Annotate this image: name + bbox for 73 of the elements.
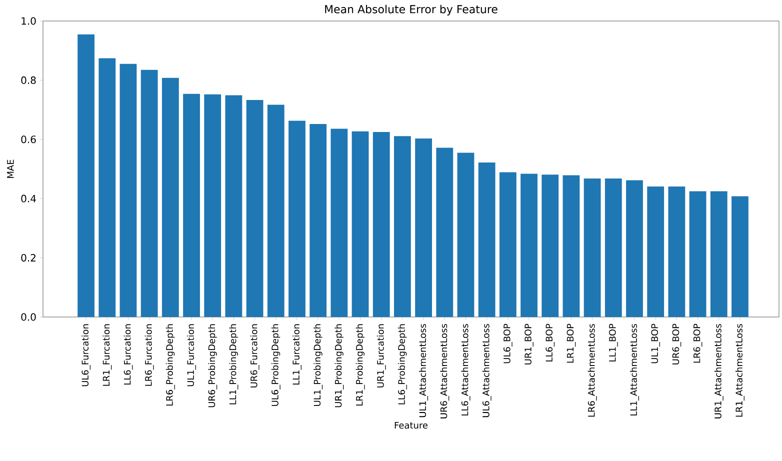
bar bbox=[668, 186, 686, 317]
y-tick-label: 0.6 bbox=[21, 136, 36, 144]
bar bbox=[246, 100, 264, 317]
bar bbox=[120, 64, 137, 317]
x-tick-label: UL6_AttachmentLoss bbox=[482, 324, 492, 418]
x-tick-label: UL6_ProbingDepth bbox=[271, 324, 280, 406]
x-tick-label: UR6_AttachmentLoss bbox=[440, 324, 450, 418]
x-tick-label: UR1_BOP bbox=[524, 324, 534, 364]
bar bbox=[457, 152, 474, 317]
bar bbox=[267, 104, 284, 317]
x-tick-label: LL1_BOP bbox=[609, 324, 618, 362]
x-tick-label: UL1_ProbingDepth bbox=[314, 324, 323, 406]
bar bbox=[689, 191, 706, 317]
x-tick-label: UL1_Furcation bbox=[187, 324, 196, 386]
x-tick-label: UL1_BOP bbox=[651, 324, 660, 364]
x-tick-label: LR6_BOP bbox=[693, 324, 702, 363]
x-tick-label: UR1_Furcation bbox=[376, 324, 386, 388]
bar bbox=[98, 58, 116, 317]
bar bbox=[78, 34, 94, 317]
x-tick-label: LR1_BOP bbox=[566, 324, 576, 363]
x-axis-title: Feature bbox=[394, 422, 428, 429]
bar bbox=[647, 186, 664, 317]
y-tick-label: 1.0 bbox=[22, 17, 36, 25]
bar bbox=[604, 178, 622, 317]
chart-title: Mean Absolute Error by Feature bbox=[325, 4, 498, 16]
bar bbox=[415, 138, 432, 317]
bar bbox=[225, 95, 242, 317]
x-tick-label: LL1_ProbingDepth bbox=[229, 324, 238, 404]
bar bbox=[330, 128, 348, 317]
x-tick-label: UR6_Furcation bbox=[250, 324, 260, 388]
y-tick-label: 0.0 bbox=[21, 313, 36, 321]
y-tick-label: 0.2 bbox=[21, 254, 36, 262]
bar bbox=[140, 70, 158, 317]
x-tick-label: LR6_ProbingDepth bbox=[166, 324, 175, 406]
x-tick-label: LR1_Furcation bbox=[102, 324, 112, 386]
bar bbox=[732, 196, 748, 317]
bar bbox=[352, 131, 369, 317]
x-tick-label: UR1_AttachmentLoss bbox=[714, 324, 724, 418]
bar bbox=[584, 178, 601, 317]
bar bbox=[520, 174, 538, 317]
bar bbox=[183, 94, 200, 317]
bar bbox=[562, 175, 580, 317]
bar bbox=[499, 172, 516, 317]
y-axis-title: MAE bbox=[7, 160, 14, 178]
x-tick-label: UL1_AttachmentLoss bbox=[419, 324, 428, 418]
bar bbox=[310, 124, 327, 317]
x-tick-label: UR6_ProbingDepth bbox=[208, 324, 218, 408]
x-tick-label: LR1_ProbingDepth bbox=[356, 324, 365, 406]
x-tick-label: UL6_Furcation bbox=[82, 324, 91, 386]
x-tick-label: LL1_Furcation bbox=[292, 324, 302, 385]
bar bbox=[372, 132, 390, 317]
x-tick-label: LL6_BOP bbox=[546, 324, 555, 362]
x-tick-label: LL6_Furcation bbox=[124, 324, 133, 385]
y-tick-label: 0.4 bbox=[21, 194, 36, 202]
bar bbox=[394, 136, 411, 317]
bar bbox=[626, 180, 643, 317]
x-tick-label: LR6_Furcation bbox=[144, 324, 154, 386]
x-tick-label: LL1_AttachmentLoss bbox=[630, 324, 639, 416]
x-tick-label: UR6_BOP bbox=[672, 324, 682, 364]
x-tick-label: LL6_AttachmentLoss bbox=[461, 324, 470, 416]
bar bbox=[478, 162, 496, 317]
bar bbox=[288, 120, 306, 317]
x-tick-label: LL6_ProbingDepth bbox=[398, 324, 407, 404]
x-tick-label: UL6_BOP bbox=[504, 324, 512, 364]
bar bbox=[162, 78, 179, 317]
x-tick-label: UR1_ProbingDepth bbox=[334, 324, 344, 408]
x-tick-label: LR6_AttachmentLoss bbox=[588, 324, 597, 417]
bar bbox=[542, 174, 559, 317]
y-tick-label: 0.8 bbox=[21, 76, 36, 84]
bar bbox=[204, 94, 222, 317]
bar bbox=[710, 191, 728, 317]
bar bbox=[436, 148, 454, 317]
x-tick-label: LR1_AttachmentLoss bbox=[736, 324, 744, 417]
